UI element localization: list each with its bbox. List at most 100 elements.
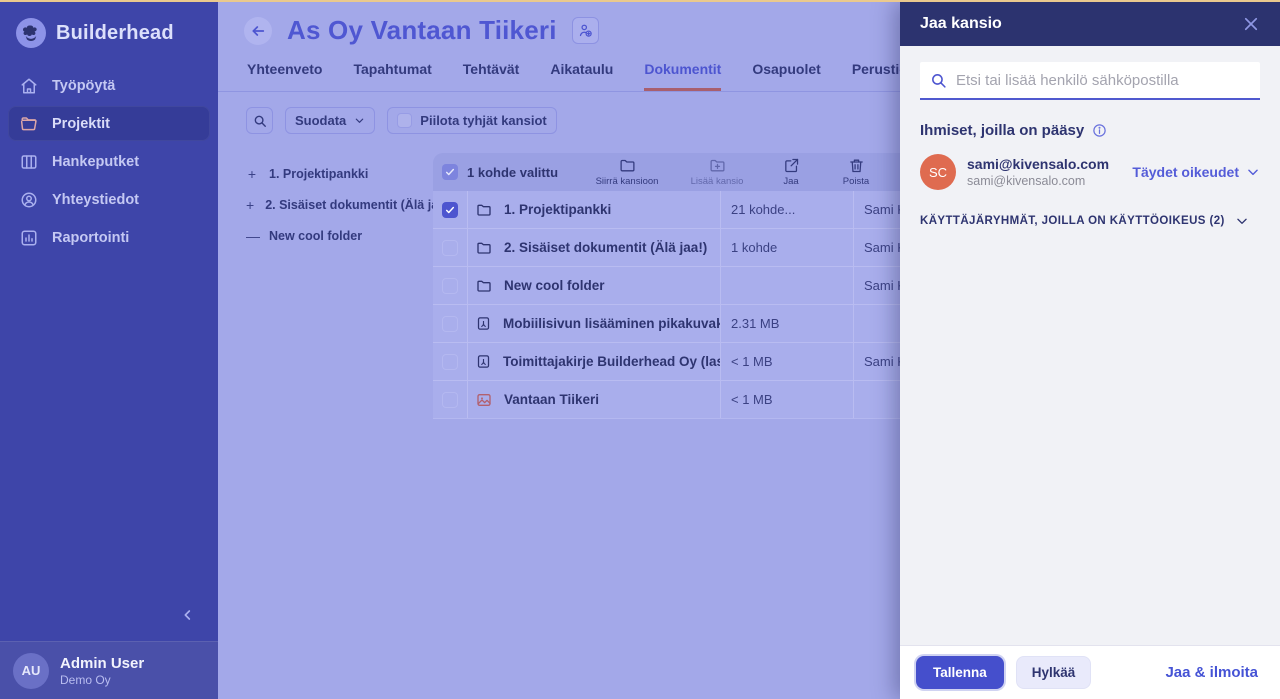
person-name: sami@kivensalo.com <box>967 156 1110 173</box>
file-meta: < 1 MB <box>720 343 853 380</box>
tree-item-new-cool-folder[interactable]: — New cool folder <box>246 228 433 244</box>
documents-content: + 1. Projektipankki + 2. Sisäiset dokume… <box>218 134 900 419</box>
share-button[interactable]: Jaa <box>759 157 823 187</box>
collapse-icon[interactable]: — <box>246 228 260 244</box>
selection-bar: 1 kohde valittu Siirrä kansioon Lisää ka… <box>433 153 900 191</box>
search-button[interactable] <box>246 107 273 134</box>
close-icon <box>1244 17 1258 31</box>
info-icon[interactable] <box>1092 123 1107 138</box>
page-title: As Oy Vantaan Tiikeri <box>287 15 557 45</box>
file-meta: 21 kohde... <box>720 191 853 228</box>
search-icon <box>254 115 266 127</box>
row-checkbox[interactable] <box>442 353 458 370</box>
tab-osapuolet[interactable]: Osapuolet <box>752 61 821 77</box>
share-search-input[interactable] <box>956 71 1250 89</box>
hide-empty-folders-toggle[interactable]: Piilota tyhjät kansiot <box>387 107 557 134</box>
file-meta <box>720 267 853 304</box>
user-footer[interactable]: AU Admin User Demo Oy <box>0 641 218 699</box>
hide-empty-folders-label: Piilota tyhjät kansiot <box>420 113 547 128</box>
sidebar-item-label: Raportointi <box>52 229 130 246</box>
action-label: Jaa <box>783 176 799 187</box>
file-meta: 1 kohde <box>720 229 853 266</box>
row-checkbox[interactable] <box>442 315 458 332</box>
row-checkbox[interactable] <box>442 201 458 218</box>
save-button[interactable]: Tallenna <box>916 656 1004 689</box>
sidebar: Builderhead Työpöytä Projektit Hankeputk… <box>0 2 218 699</box>
row-checkbox[interactable] <box>442 391 458 408</box>
sidebar-item-label: Työpöytä <box>52 77 116 94</box>
tab-tehtavat[interactable]: Tehtävät <box>462 61 520 77</box>
sidebar-item-label: Projektit <box>52 115 111 132</box>
sidebar-item-label: Hankeputket <box>52 153 140 170</box>
action-label: Lisää kansio <box>690 176 744 187</box>
documents-table-clip: 1 kohde valittu Siirrä kansioon Lisää ka… <box>433 153 900 419</box>
sidebar-item-raportointi[interactable]: Raportointi <box>8 220 210 255</box>
chevron-down-icon <box>355 118 364 123</box>
sidebar-item-label: Yhteystiedot <box>52 191 140 208</box>
top-accent-line <box>0 0 1280 2</box>
sidebar-item-projektit[interactable]: Projektit <box>8 106 210 141</box>
tree-item-projektipankki[interactable]: + 1. Projektipankki <box>246 166 433 182</box>
file-owner <box>853 381 900 418</box>
project-tabs: Yhteenveto Tapahtumat Tehtävät Aikataulu… <box>218 46 900 92</box>
move-to-folder-button[interactable]: Siirrä kansioon <box>579 157 675 187</box>
image-file-icon <box>476 392 492 408</box>
add-person-button[interactable] <box>571 17 599 44</box>
table-row[interactable]: Vantaan Tiikeri < 1 MB <box>433 381 900 419</box>
sidebar-item-hankeputket[interactable]: Hankeputket <box>8 144 210 179</box>
back-button[interactable] <box>244 16 272 45</box>
tab-perustiedot[interactable]: Perustiedot <box>851 61 900 77</box>
discard-button[interactable]: Hylkää <box>1015 656 1092 689</box>
folder-icon <box>476 240 492 256</box>
sidebar-collapse[interactable] <box>0 607 218 641</box>
file-meta: 2.31 MB <box>720 305 853 342</box>
download-button[interactable]: Lataa <box>889 157 900 187</box>
search-icon <box>932 73 946 88</box>
table-row[interactable]: 1. Projektipankki 21 kohde... Sami Ki <box>433 191 900 229</box>
sidebar-item-tyopoyta[interactable]: Työpöytä <box>8 68 210 103</box>
file-name: 2. Sisäiset dokumentit (Älä jaa!) <box>504 240 708 255</box>
select-all-checkbox[interactable] <box>442 164 458 180</box>
sidebar-spacer <box>0 258 218 607</box>
share-panel-body: Ihmiset, joilla on pääsy SC sami@kivensa… <box>900 46 1280 645</box>
person-identity: sami@kivensalo.com sami@kivensalo.com <box>967 156 1109 188</box>
user-org: Demo Oy <box>60 672 111 687</box>
brand[interactable]: Builderhead <box>0 2 218 62</box>
row-checkbox[interactable] <box>442 277 458 294</box>
share-panel-footer: Tallenna Hylkää Jaa & ilmoita <box>900 645 1280 699</box>
tab-dokumentit[interactable]: Dokumentit <box>644 61 722 91</box>
tab-aikataulu[interactable]: Aikataulu <box>550 61 614 77</box>
add-folder-button[interactable]: Lisää kansio <box>675 157 759 187</box>
row-checkbox[interactable] <box>442 239 458 256</box>
expand-icon[interactable]: + <box>247 166 257 182</box>
tree-item-label: New cool folder <box>269 229 363 243</box>
share-and-notify-link[interactable]: Jaa & ilmoita <box>1165 664 1258 681</box>
table-row[interactable]: Mobiilisivun lisääminen pikakuvakkee... … <box>433 305 900 343</box>
file-name: 1. Projektipankki <box>504 202 612 217</box>
person-email: sami@kivensalo.com <box>967 173 1086 188</box>
people-header-label: Ihmiset, joilla on pääsy <box>920 122 1085 139</box>
filter-button[interactable]: Suodata <box>285 107 376 134</box>
permission-dropdown[interactable]: Täydet oikeudet <box>1132 164 1260 180</box>
brand-name: Builderhead <box>56 21 174 44</box>
chevron-left-icon <box>184 610 191 620</box>
tab-tapahtumat[interactable]: Tapahtumat <box>353 61 432 77</box>
share-panel-header: Jaa kansio <box>900 2 1280 46</box>
table-row[interactable]: Toimittajakirje Builderhead Oy (laskut..… <box>433 343 900 381</box>
action-label: Siirrä kansioon <box>595 176 659 187</box>
user-groups-toggle[interactable]: KÄYTTÄJÄRYHMÄT, JOILLA ON KÄYTTÖOIKEUS (… <box>920 214 1260 228</box>
share-search-box[interactable] <box>920 62 1260 100</box>
tab-yhteenveto[interactable]: Yhteenveto <box>247 61 323 77</box>
expand-icon[interactable]: + <box>246 197 255 213</box>
user-info: Admin User Demo Oy <box>60 655 144 687</box>
delete-button[interactable]: Poista <box>823 157 889 187</box>
close-button[interactable] <box>1242 15 1260 33</box>
table-row[interactable]: New cool folder Sami Ki <box>433 267 900 305</box>
sidebar-nav: Työpöytä Projektit Hankeputket Yhteystie… <box>0 62 218 258</box>
folder-icon <box>19 115 39 133</box>
tree-item-label: 1. Projektipankki <box>269 167 369 181</box>
columns-icon <box>19 153 39 171</box>
tree-item-sisaiset[interactable]: + 2. Sisäiset dokumentit (Älä jaa!) <box>246 197 453 213</box>
sidebar-item-yhteystiedot[interactable]: Yhteystiedot <box>8 182 210 217</box>
table-row[interactable]: 2. Sisäiset dokumentit (Älä jaa!) 1 kohd… <box>433 229 900 267</box>
